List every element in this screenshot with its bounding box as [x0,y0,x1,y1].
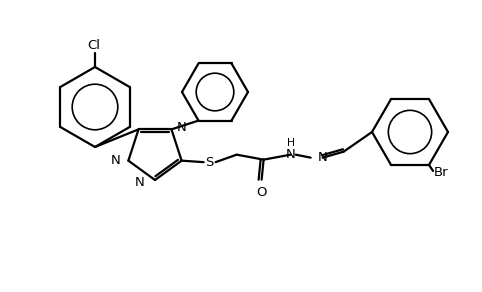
Text: Cl: Cl [88,39,101,52]
Text: S: S [205,156,214,169]
Text: N: N [135,175,145,189]
Text: Br: Br [434,166,449,179]
Text: N: N [176,121,186,134]
Text: O: O [256,186,267,199]
Text: N: N [318,151,327,164]
Text: H: H [287,138,295,148]
Text: N: N [111,154,120,167]
Text: N: N [286,148,295,161]
